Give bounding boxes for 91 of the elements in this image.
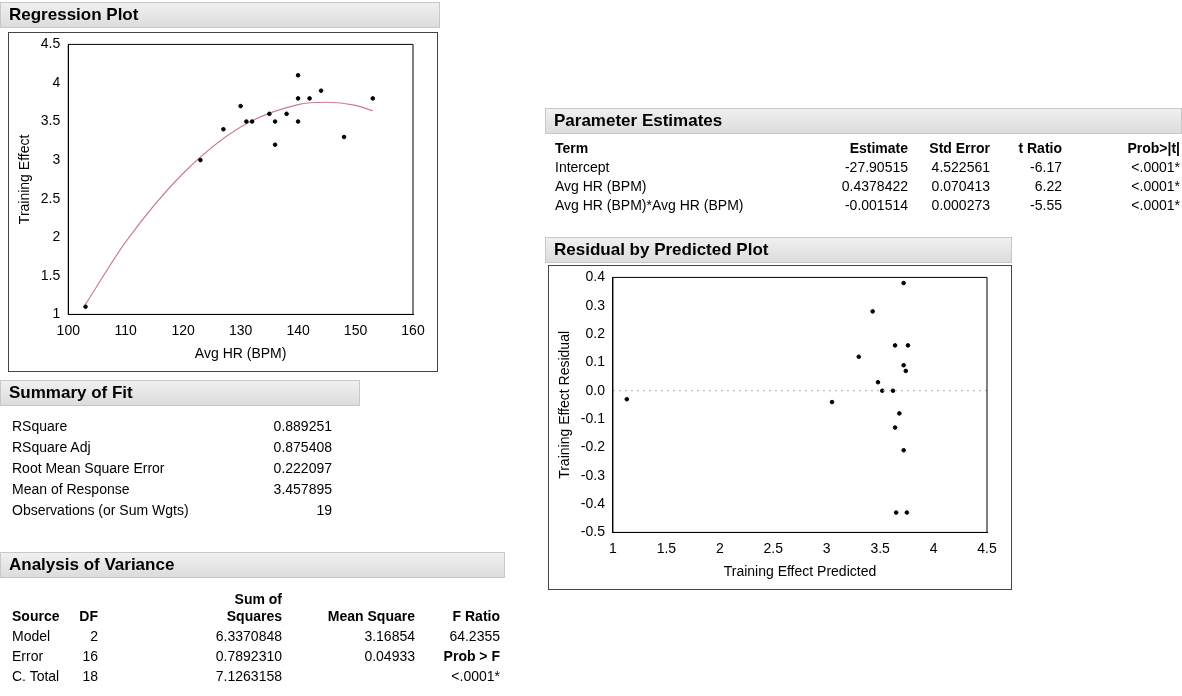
text: Avg HR (BPM) (555, 178, 647, 195)
text: 0.04933 (364, 648, 415, 665)
text: -6.17 (1030, 159, 1062, 176)
y-axis-title: Training Effect Residual (556, 330, 573, 479)
text: 0.875408 (273, 439, 332, 456)
text: -27.90515 (844, 159, 908, 176)
text: -0.001514 (844, 197, 908, 214)
text: <.0001* (1131, 178, 1180, 195)
text: 0.000273 (931, 197, 990, 214)
y-tick-label: -0.5 (580, 523, 606, 540)
x-tick-label: 3.5 (870, 539, 891, 556)
text: C. Total (12, 668, 60, 685)
text: 19 (316, 502, 332, 519)
y-tick-label: 3 (52, 150, 61, 167)
y-tick-label: -0.2 (580, 438, 606, 455)
text: 64.2355 (449, 628, 500, 645)
y-tick-label: -0.4 (580, 494, 606, 511)
text: Mean Square (327, 608, 415, 625)
y-tick-label: 0.3 (585, 296, 606, 313)
y-tick-label: 0.2 (585, 324, 606, 341)
text: Prob>|t| (1127, 140, 1180, 157)
text: <.0001* (1131, 159, 1180, 176)
x-tick-label: 4 (929, 539, 938, 556)
text: <.0001* (1131, 197, 1180, 214)
x-tick-label: 120 (171, 321, 196, 338)
text: 6.3370848 (215, 628, 282, 645)
text: Estimate (849, 140, 908, 157)
y-axis-title: Training Effect (16, 134, 33, 225)
x-tick-label: 160 (401, 321, 425, 338)
x-tick-label: 3 (822, 539, 831, 556)
text: Parameter Estimates (545, 108, 1182, 134)
text: 16 (82, 648, 98, 665)
y-tick-label: 4 (52, 73, 61, 90)
y-tick-label: 2.5 (40, 189, 61, 206)
text: Root Mean Square Error (12, 460, 165, 477)
y-tick-label: 2 (52, 228, 61, 245)
text: Prob > F (443, 648, 500, 665)
y-tick-label: 1.5 (40, 266, 61, 283)
text: Term (555, 140, 589, 157)
x-tick-label: 1.5 (656, 539, 677, 556)
y-tick-label: 0.4 (585, 268, 606, 285)
text: Source (12, 608, 60, 625)
chart-title: Residual by Predicted Plot (545, 237, 1012, 263)
text: 6.22 (1034, 178, 1062, 195)
x-tick-label: 110 (114, 321, 138, 338)
text: 0.7892310 (215, 648, 282, 665)
text: Intercept (555, 159, 610, 176)
x-tick-label: 2 (715, 539, 724, 556)
text: 18 (82, 668, 98, 685)
text: 4.522561 (931, 159, 990, 176)
y-tick-label: 1 (52, 305, 61, 322)
text: RSquare Adj (12, 439, 91, 456)
y-tick-label: 0.0 (585, 381, 606, 398)
text: RSquare (12, 418, 68, 435)
x-tick-label: 140 (286, 321, 310, 338)
text: 0.070413 (931, 178, 990, 195)
text: Mean of Response (12, 481, 130, 498)
text: -5.55 (1030, 197, 1062, 214)
x-axis-title: Avg HR (BPM) (194, 345, 287, 362)
text: F Ratio (452, 608, 500, 625)
text: DF (79, 608, 98, 625)
text: Summary of Fit (0, 380, 360, 406)
chart-title: Regression Plot (0, 2, 440, 28)
text: Observations (or Sum Wgts) (12, 502, 189, 519)
text: t Ratio (1018, 140, 1062, 157)
text: 0.4378422 (841, 178, 908, 195)
text: 7.1263158 (215, 668, 282, 685)
x-axis-title: Training Effect Predicted (723, 563, 877, 580)
text: <.0001* (451, 668, 500, 685)
y-tick-label: -0.3 (580, 466, 606, 483)
text: Model (12, 628, 51, 645)
text: Error (12, 648, 44, 665)
text: 3.16854 (364, 628, 415, 645)
y-tick-label: 4.5 (40, 35, 61, 52)
x-tick-label: 2.5 (763, 539, 784, 556)
x-tick-label: 130 (228, 321, 253, 338)
y-tick-label: 0.1 (585, 353, 606, 370)
text: 3.457895 (273, 481, 332, 498)
y-tick-label: -0.1 (580, 409, 606, 426)
x-tick-label: 100 (56, 321, 81, 338)
x-tick-label: 1 (609, 539, 618, 556)
x-tick-label: 4.5 (977, 539, 997, 556)
text: Analysis of Variance (0, 552, 505, 578)
text: Std Error (929, 140, 990, 157)
text: 0.889251 (273, 418, 332, 435)
text: 0.222097 (273, 460, 332, 477)
y-tick-label: 3.5 (40, 112, 61, 129)
text: 2 (90, 628, 98, 645)
text: Avg HR (BPM)*Avg HR (BPM) (555, 197, 744, 214)
text: Sum of Squares (225, 591, 282, 625)
x-tick-label: 150 (343, 321, 368, 338)
